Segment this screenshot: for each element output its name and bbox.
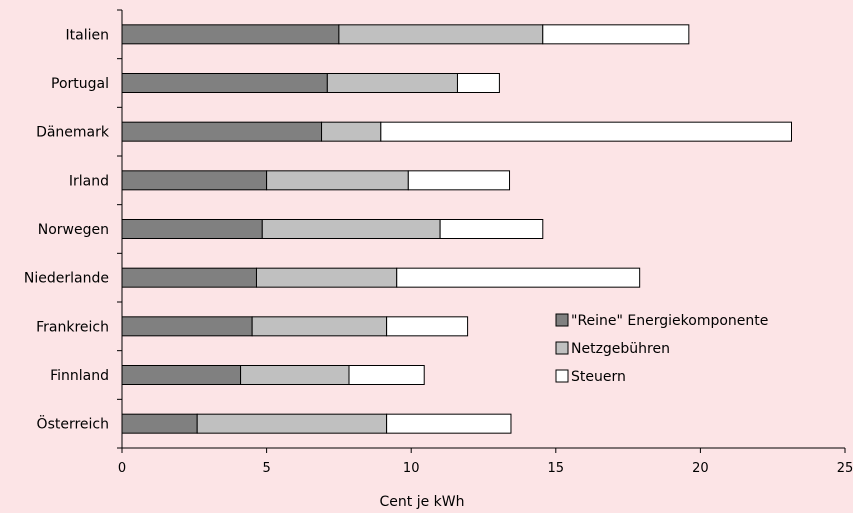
bar-segment-2 <box>196 413 388 434</box>
legend-label: Steuern <box>571 369 626 385</box>
bar-segment-1 <box>121 316 253 337</box>
bar-segment-1 <box>121 170 268 191</box>
category-label: Italien <box>66 27 109 43</box>
category-label: Finnland <box>50 368 109 384</box>
x-tick-label: 20 <box>692 461 709 476</box>
bar-segment-1 <box>121 365 242 385</box>
bar-segment-3 <box>386 413 512 434</box>
bar-segment-3 <box>380 121 792 142</box>
category-labels: Italien Portugal Dänemark Irland Norwegen Nie… <box>24 27 110 432</box>
bar-segment-1 <box>121 413 198 434</box>
category-label: Frankreich <box>36 319 109 335</box>
bar-segment-1 <box>121 219 263 239</box>
x-axis-ticks: 0 5 10 15 20 25 <box>118 448 853 476</box>
bar-segment-3 <box>348 365 425 385</box>
bar-segment-3 <box>407 170 511 191</box>
category-label: Portugal <box>51 76 109 92</box>
x-tick-label: 10 <box>403 461 420 476</box>
legend-swatch <box>555 369 569 383</box>
bar-segment-1 <box>121 24 340 45</box>
x-tick-label: 15 <box>548 461 565 476</box>
bars-group <box>121 24 792 434</box>
x-tick-label: 0 <box>118 461 126 476</box>
bar-segment-2 <box>266 170 409 191</box>
bar-segment-2 <box>251 316 388 337</box>
bar-segment-3 <box>396 267 641 288</box>
bar-segment-2 <box>255 267 398 288</box>
category-label: Norwegen <box>38 222 109 238</box>
legend-label: Netzgebühren <box>571 341 670 357</box>
bar-segment-1 <box>121 121 323 142</box>
bar-segment-1 <box>121 267 257 288</box>
x-tick-label: 25 <box>837 461 853 476</box>
x-tick-label: 5 <box>262 461 270 476</box>
y-axis-ticks <box>117 9 122 449</box>
bar-segment-2 <box>338 24 544 45</box>
category-label: Niederlande <box>24 271 109 287</box>
bar-segment-3 <box>386 316 469 337</box>
legend-swatch <box>555 341 569 355</box>
category-label: Österreich <box>37 415 109 433</box>
category-label: Dänemark <box>36 125 110 141</box>
bar-segment-2 <box>261 219 441 239</box>
bar-segment-2 <box>326 73 458 93</box>
bar-segment-3 <box>439 219 544 239</box>
category-label: Irland <box>69 173 109 189</box>
x-axis-title: Cent je kWh <box>380 494 465 510</box>
legend-swatch <box>555 313 569 327</box>
bar-segment-2 <box>240 365 350 385</box>
bar-segment-3 <box>456 73 500 93</box>
legend-label: "Reine" Energiekomponente <box>571 313 768 329</box>
bar-segment-2 <box>321 121 382 142</box>
legend: "Reine" Energiekomponente Netzgebühren Ste… <box>555 313 768 385</box>
bar-segment-3 <box>542 24 690 45</box>
bar-segment-1 <box>121 73 328 93</box>
